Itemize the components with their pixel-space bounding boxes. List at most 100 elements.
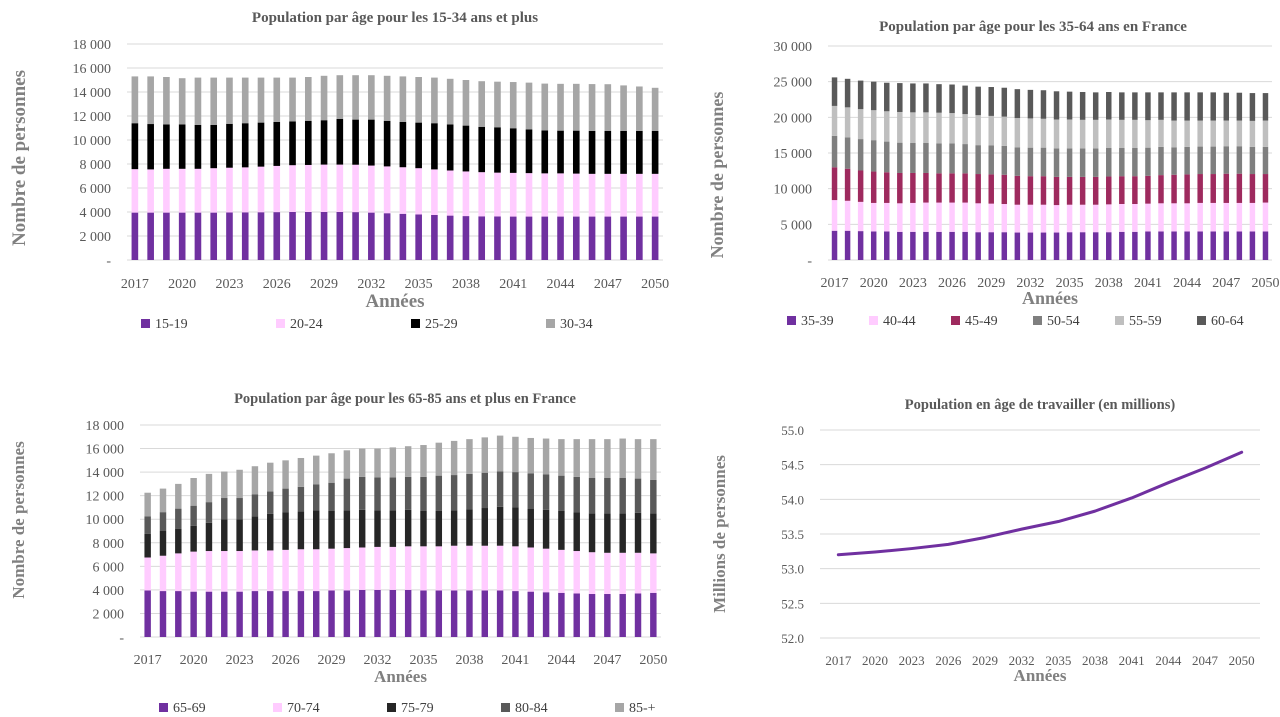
bar-segment [857, 139, 864, 171]
bar-segment [399, 167, 407, 214]
bar-segment [368, 119, 375, 166]
bar-segment [1027, 147, 1034, 177]
bar-segment [975, 203, 981, 233]
bar-segment [1106, 204, 1112, 233]
bar-segment [1014, 175, 1021, 205]
bar-segment [374, 477, 381, 511]
bar-segment [257, 166, 265, 213]
bar-segment [1158, 146, 1164, 176]
bar-segment [435, 590, 443, 637]
x-tick-label: 2047 [594, 277, 622, 292]
x-tick-label: 2044 [1173, 276, 1201, 291]
bar-segment [527, 591, 534, 637]
bar-segment [1066, 176, 1073, 205]
bar-segment [399, 122, 407, 168]
bar-segment [1040, 176, 1047, 205]
bar-segment [389, 447, 397, 478]
bar-segment [1053, 91, 1060, 120]
bar-segment [1210, 146, 1216, 175]
bar-segment [304, 77, 312, 121]
bar-segment [572, 216, 580, 260]
x-axis-label: Années [365, 291, 424, 312]
bar-segment [988, 145, 994, 175]
bar-segment [525, 82, 533, 130]
bar-segment [494, 127, 501, 173]
bar-segment [588, 513, 596, 553]
bar-segment [267, 591, 274, 637]
bar-segment [481, 472, 488, 509]
bar-segment [420, 546, 427, 591]
bar-segment [1106, 92, 1112, 120]
bar-segment [1132, 176, 1138, 204]
x-tick-label: 2023 [899, 276, 927, 291]
bar-segment [313, 510, 320, 550]
bar-segment [358, 547, 366, 590]
x-tick-label: 2044 [547, 277, 575, 292]
bar-segment [496, 545, 504, 591]
y-tick-label: 12 000 [73, 110, 112, 125]
bar-segment [1210, 231, 1216, 260]
x-tick-label: 2020 [180, 653, 208, 668]
bar-segment [573, 512, 580, 552]
bar-segment [1145, 147, 1151, 176]
y-tick-label: 16 000 [73, 62, 112, 77]
bar-segment [1092, 148, 1099, 177]
bar-segment [1066, 148, 1073, 177]
bar-segment [496, 471, 504, 507]
legend-swatch [1033, 316, 1042, 325]
x-tick-label: 2026 [272, 653, 300, 668]
bar-segment [1171, 174, 1177, 204]
bar-segment [1092, 92, 1099, 120]
bar-segment [1210, 120, 1216, 147]
bar-segment [328, 590, 335, 637]
bar-segment [962, 114, 968, 145]
bar-segment [962, 85, 968, 115]
legend-swatch [787, 316, 796, 325]
bar-segment [282, 460, 289, 489]
bar-segment [857, 109, 864, 140]
bar-segment [304, 164, 312, 212]
bar-segment [368, 165, 375, 213]
bar-segment [558, 592, 565, 637]
bar-segment [1197, 231, 1203, 260]
chart-svg: Population par âge pour les 15-34 ans et… [9, 10, 669, 332]
x-tick-label: 2017 [121, 277, 149, 292]
x-tick-label: 2017 [825, 653, 852, 668]
x-tick-label: 2020 [168, 277, 196, 292]
bar-segment [604, 173, 612, 217]
bar-segment [194, 77, 202, 125]
bar-segment [857, 201, 864, 232]
bar-segment [131, 123, 139, 170]
x-tick-label: 2047 [593, 653, 621, 668]
bar-segment [1262, 146, 1269, 175]
bar-segment [147, 124, 154, 170]
bar-segment [131, 76, 139, 124]
bar-segment [383, 120, 391, 167]
bar-segment [831, 167, 838, 201]
bar-segment [975, 232, 981, 260]
bar-segment [462, 125, 470, 172]
bar-segment [844, 200, 851, 231]
bar-segment [1249, 93, 1256, 121]
legend-swatch [1197, 316, 1206, 325]
bar-segment [634, 593, 642, 637]
bar-segment [289, 121, 296, 166]
bar-segment [1092, 119, 1099, 149]
bar-segment [494, 172, 501, 217]
bar-segment [572, 130, 580, 174]
bar-segment [1079, 148, 1086, 177]
bar-segment [1223, 92, 1230, 121]
bar-segment [1197, 202, 1203, 232]
y-tick-label: 10 000 [774, 183, 813, 198]
bar-segment [1119, 148, 1125, 177]
bar-segment [604, 216, 612, 260]
bar-segment [163, 77, 170, 125]
bar-segment [1132, 92, 1138, 120]
bar-segment [897, 83, 903, 112]
bar-segment [1184, 174, 1190, 204]
bar-segment [558, 510, 565, 550]
y-tick-label: - [106, 254, 111, 269]
bar-segment [634, 439, 642, 479]
bar-segment [1106, 148, 1112, 177]
bar-segment [267, 550, 274, 592]
